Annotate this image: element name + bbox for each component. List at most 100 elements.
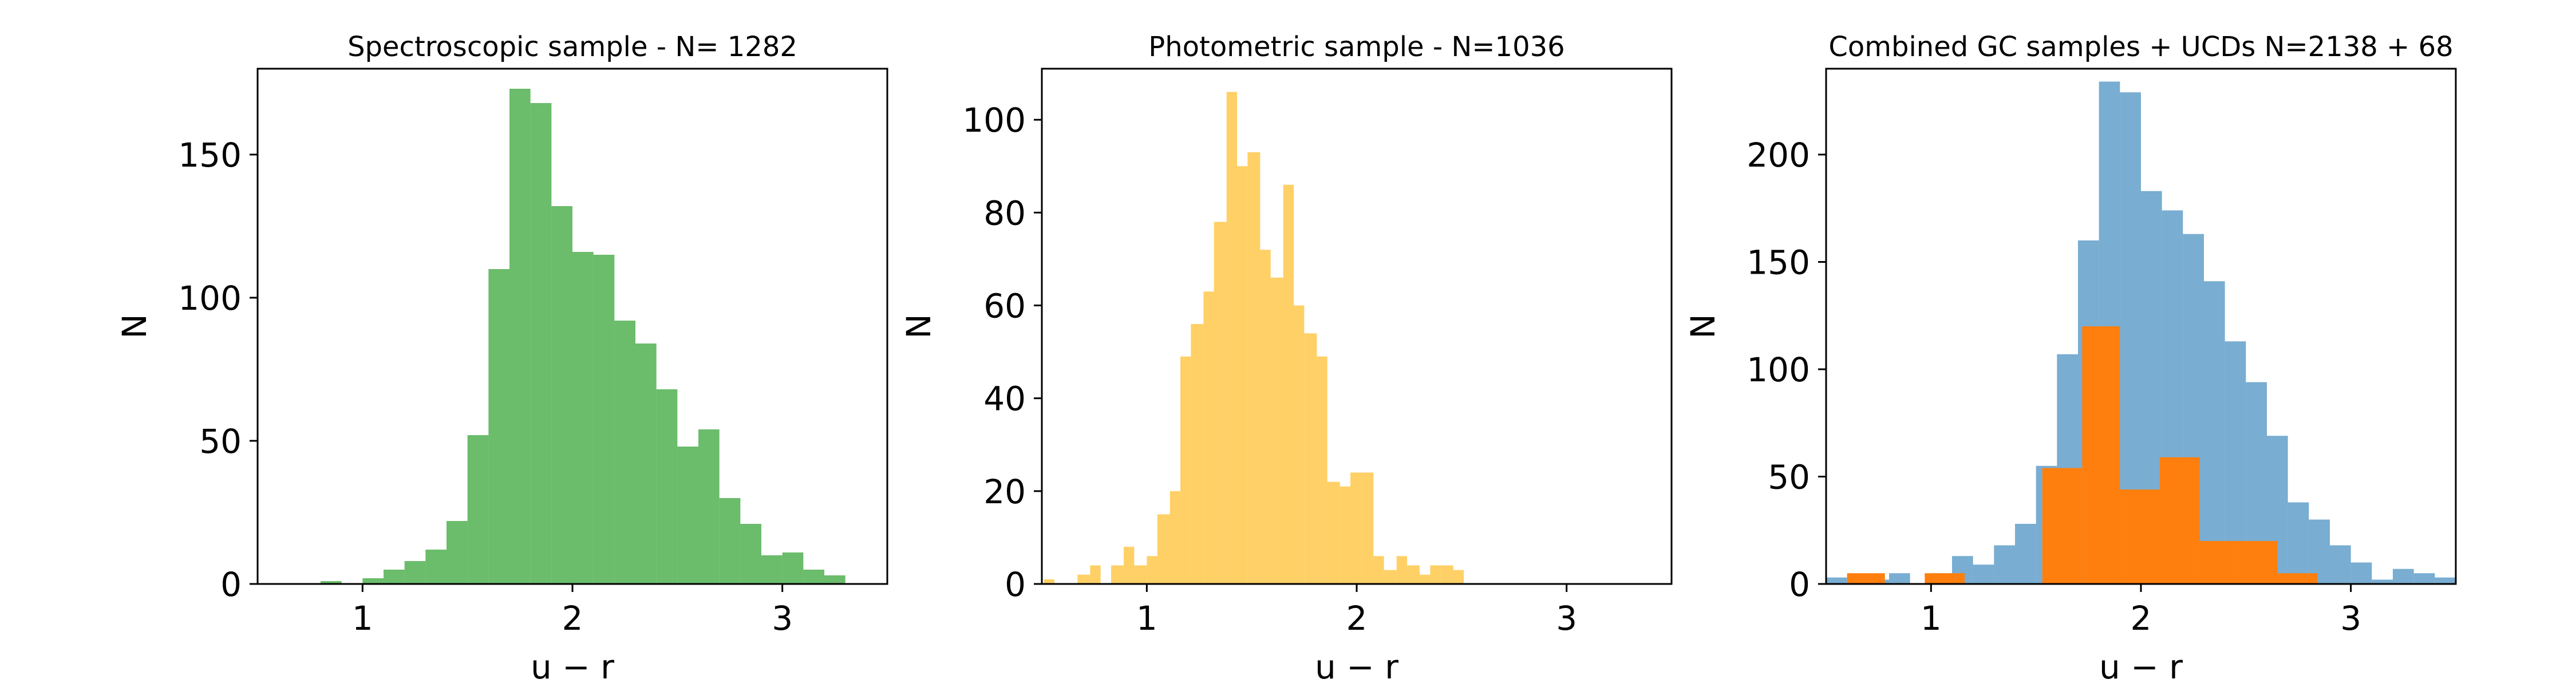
- histogram-bar: [677, 447, 698, 584]
- histogram-bar: [698, 429, 720, 584]
- histogram-bar: [2082, 326, 2120, 584]
- histogram-bar: [2199, 541, 2238, 584]
- panel-title: Photometric sample - N=1036: [1148, 31, 1564, 63]
- ticks: 1 2 3 0 50 100 150: [178, 136, 793, 638]
- histogram-bar: [1396, 556, 1407, 584]
- histogram-bar: [2413, 573, 2435, 584]
- histogram-bar: [2237, 541, 2278, 584]
- x-tick-label: 2: [1346, 599, 1368, 638]
- histogram-bar: [2350, 562, 2372, 584]
- y-tick-label: 150: [1747, 243, 1810, 282]
- histogram-bar: [2393, 568, 2414, 584]
- y-tick-label: 150: [178, 136, 242, 175]
- histogram-bar: [1361, 472, 1374, 584]
- y-tick-label: 20: [983, 472, 1026, 511]
- histogram-bar: [2120, 489, 2160, 584]
- histogram-bar: [2042, 468, 2083, 584]
- histogram-bar: [614, 321, 635, 584]
- histogram-bar: [551, 206, 572, 584]
- panel-title: Spectroscopic sample - N= 1282: [347, 31, 797, 63]
- y-axis-label: N: [1684, 314, 1722, 338]
- bars: [1044, 92, 1464, 585]
- histogram-bar: [740, 524, 761, 584]
- histogram-bar: [1124, 547, 1135, 584]
- histogram-bar: [404, 561, 426, 584]
- histogram-bar: [1973, 564, 1994, 584]
- y-tick-label: 50: [199, 422, 242, 461]
- histogram-bar: [2204, 281, 2225, 584]
- histogram-bar: [1203, 291, 1214, 584]
- x-tick-label: 3: [2340, 599, 2361, 638]
- histogram-bar: [1260, 250, 1271, 585]
- histogram-bar: [656, 389, 678, 584]
- panel-title: Combined GC samples + UCDs N=2138 + 68: [1828, 31, 2453, 63]
- y-tick-label: 50: [1768, 458, 1810, 497]
- histogram-bar: [761, 555, 783, 584]
- x-tick-label: 2: [562, 599, 583, 638]
- x-tick-label: 1: [352, 599, 373, 638]
- histogram-bar: [2330, 545, 2351, 584]
- histogram-bar: [1430, 565, 1441, 584]
- y-tick-label: 40: [983, 380, 1026, 418]
- ticks: 1 2 3 0 20 40 60 80 100: [962, 101, 1577, 638]
- histogram-bar: [1237, 166, 1248, 584]
- histogram-bar: [2160, 457, 2200, 584]
- chart-panel-spectroscopic: Spectroscopic sample - N= 1282 1 2 3 0 50 100…: [115, 31, 888, 686]
- histogram-bar: [635, 344, 657, 584]
- histogram-bar: [1077, 574, 1091, 584]
- y-tick-label: 0: [220, 565, 242, 604]
- bars: [1826, 81, 2456, 584]
- histogram-bar: [1090, 565, 1101, 584]
- histogram-bar: [1350, 472, 1361, 584]
- chart-panel-photometric: Photometric sample - N=1036 1 2 3 0 20 40 60 80…: [899, 31, 1673, 686]
- histogram-bar: [509, 89, 531, 584]
- histogram-bar: [1925, 573, 1965, 584]
- histogram-bar: [2015, 524, 2036, 584]
- histogram-bar: [1373, 556, 1384, 584]
- histogram-bar: [488, 269, 509, 584]
- y-tick-label: 0: [1005, 565, 1026, 604]
- histogram-bar: [1214, 222, 1227, 584]
- histogram-bar: [1170, 491, 1180, 584]
- histogram-bar: [1826, 577, 1847, 584]
- y-tick-label: 0: [1789, 565, 1810, 604]
- histogram-bar: [425, 550, 447, 584]
- histogram-bar: [1440, 565, 1453, 584]
- histogram-bar: [2372, 579, 2393, 584]
- x-tick-label: 3: [1556, 599, 1577, 638]
- histogram-bar: [1847, 573, 1885, 584]
- x-tick-label: 1: [1921, 599, 1942, 638]
- y-axis-label: N: [899, 314, 938, 338]
- histogram-bar: [1294, 305, 1305, 584]
- x-tick-label: 2: [2131, 599, 2152, 638]
- histogram-bar: [321, 581, 342, 584]
- histogram-bar: [1180, 356, 1191, 584]
- histogram-bar: [1157, 514, 1170, 584]
- histogram-bar: [384, 570, 405, 584]
- histogram-bar: [1340, 486, 1350, 584]
- histogram-bar: [719, 498, 741, 584]
- x-axis-label: u − r: [531, 647, 614, 686]
- histogram-bar: [1327, 481, 1340, 584]
- histogram-bar: [1247, 152, 1261, 585]
- histogram-bar: [1994, 545, 2015, 584]
- histogram-bar: [803, 570, 824, 584]
- histogram-bar: [530, 103, 552, 584]
- histogram-bar: [1453, 570, 1464, 584]
- histogram-bar: [572, 252, 594, 584]
- histogram-bar: [824, 575, 846, 584]
- histogram-bar: [1384, 570, 1397, 584]
- y-axis-label: N: [115, 314, 154, 338]
- histogram-bar: [447, 521, 468, 584]
- histogram-bar: [467, 435, 489, 584]
- chart-panel-combined: Combined GC samples + UCDs N=2138 + 68 1…: [1684, 31, 2457, 686]
- histogram-bar: [593, 255, 615, 584]
- y-tick-label: 200: [1747, 136, 1810, 175]
- y-tick-label: 60: [983, 287, 1026, 326]
- x-tick-label: 1: [1136, 599, 1157, 638]
- bars: [321, 89, 846, 584]
- y-tick-label: 100: [178, 279, 242, 318]
- histogram-bar: [1270, 277, 1283, 584]
- x-axis-label: u − r: [2099, 647, 2183, 686]
